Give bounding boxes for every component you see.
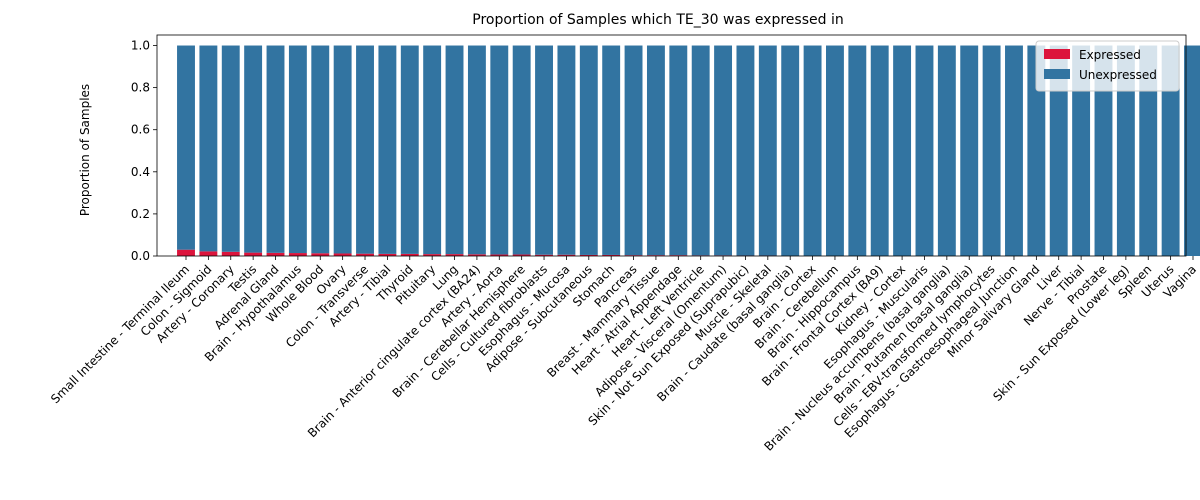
bar-unexpressed — [1139, 45, 1158, 256]
bar-unexpressed — [691, 45, 710, 256]
bar-unexpressed — [848, 45, 867, 256]
bar-unexpressed — [1072, 45, 1091, 256]
bar-expressed — [423, 254, 442, 256]
bar-unexpressed — [602, 45, 621, 255]
bar-unexpressed — [937, 45, 956, 256]
legend-box — [1035, 40, 1180, 92]
legend-label-unexpressed: Unexpressed — [1079, 68, 1157, 82]
bar-unexpressed — [1116, 45, 1135, 256]
bar-unexpressed — [1161, 45, 1180, 256]
bar-expressed — [311, 253, 330, 256]
bar-expressed — [266, 252, 285, 256]
y-tick-label: 0.0 — [131, 249, 150, 263]
bar-expressed — [445, 254, 464, 256]
bar-unexpressed — [378, 45, 397, 254]
bar-unexpressed — [646, 45, 665, 256]
bar-expressed — [356, 253, 374, 256]
chart-title: Proportion of Samples which TE_30 was ex… — [472, 12, 843, 28]
bar-expressed — [378, 253, 397, 256]
bar-expressed — [624, 255, 643, 256]
y-tick-label: 0.4 — [131, 165, 150, 179]
bar-unexpressed — [356, 45, 374, 254]
bar-unexpressed — [714, 45, 733, 256]
bar-unexpressed — [221, 45, 240, 252]
legend: Expressed Unexpressed — [1035, 40, 1180, 92]
legend-label-expressed: Expressed — [1079, 48, 1141, 62]
legend-swatch-unexpressed — [1044, 69, 1070, 79]
bar-unexpressed — [557, 45, 576, 255]
bar-unexpressed — [311, 45, 330, 254]
bar-unexpressed — [333, 45, 352, 254]
bar-expressed — [602, 254, 621, 256]
bar-unexpressed — [870, 45, 889, 256]
bar-unexpressed — [199, 45, 218, 252]
y-axis-label: Proportion of Samples — [78, 84, 92, 216]
bar-expressed — [512, 254, 531, 256]
bar-unexpressed — [423, 45, 442, 255]
bar-unexpressed — [1184, 45, 1200, 256]
bar-expressed — [467, 254, 486, 256]
bar-unexpressed — [624, 45, 643, 256]
bar-expressed — [199, 251, 218, 256]
bar-expressed — [288, 253, 307, 256]
bar-unexpressed — [669, 45, 688, 256]
bar-expressed — [579, 254, 598, 256]
bar-expressed — [669, 255, 688, 256]
bar-unexpressed — [467, 45, 486, 255]
bar-expressed — [400, 253, 419, 256]
axes-frame — [156, 34, 1187, 257]
bar-unexpressed — [177, 45, 195, 250]
bar-unexpressed — [758, 45, 777, 256]
y-tick-label: 0.8 — [131, 81, 150, 95]
bar-unexpressed — [266, 45, 285, 253]
y-tick-label: 0.6 — [131, 123, 150, 137]
bar-expressed — [177, 249, 195, 256]
bar-unexpressed — [1094, 45, 1113, 256]
bar-unexpressed — [1005, 45, 1023, 256]
bar-unexpressed — [445, 45, 464, 255]
bar-unexpressed — [803, 45, 822, 256]
bar-unexpressed — [244, 45, 263, 253]
bar-unexpressed — [490, 45, 509, 255]
bar-unexpressed — [535, 45, 553, 255]
bar-unexpressed — [1049, 45, 1068, 256]
bar-unexpressed — [893, 45, 912, 256]
bar-expressed — [535, 254, 553, 256]
bar-expressed — [490, 254, 509, 256]
y-tick-label: 1.0 — [131, 39, 150, 53]
bar-unexpressed — [512, 45, 531, 255]
bar-unexpressed — [982, 45, 1001, 256]
bar-unexpressed — [960, 45, 979, 256]
bar-expressed — [221, 251, 240, 256]
bar-expressed — [646, 255, 665, 256]
legend-swatch-expressed — [1044, 49, 1070, 59]
bar-expressed — [244, 252, 263, 256]
bar-unexpressed — [826, 45, 844, 256]
bar-unexpressed — [915, 45, 934, 256]
bar-unexpressed — [736, 45, 755, 256]
bar-unexpressed — [400, 45, 419, 254]
bar-expressed — [333, 253, 352, 256]
y-tick-label: 0.2 — [131, 207, 150, 221]
bar-unexpressed — [288, 45, 307, 254]
bar-unexpressed — [781, 45, 800, 256]
bar-expressed — [557, 254, 576, 256]
bar-unexpressed — [579, 45, 598, 255]
bar-unexpressed — [1027, 45, 1046, 256]
